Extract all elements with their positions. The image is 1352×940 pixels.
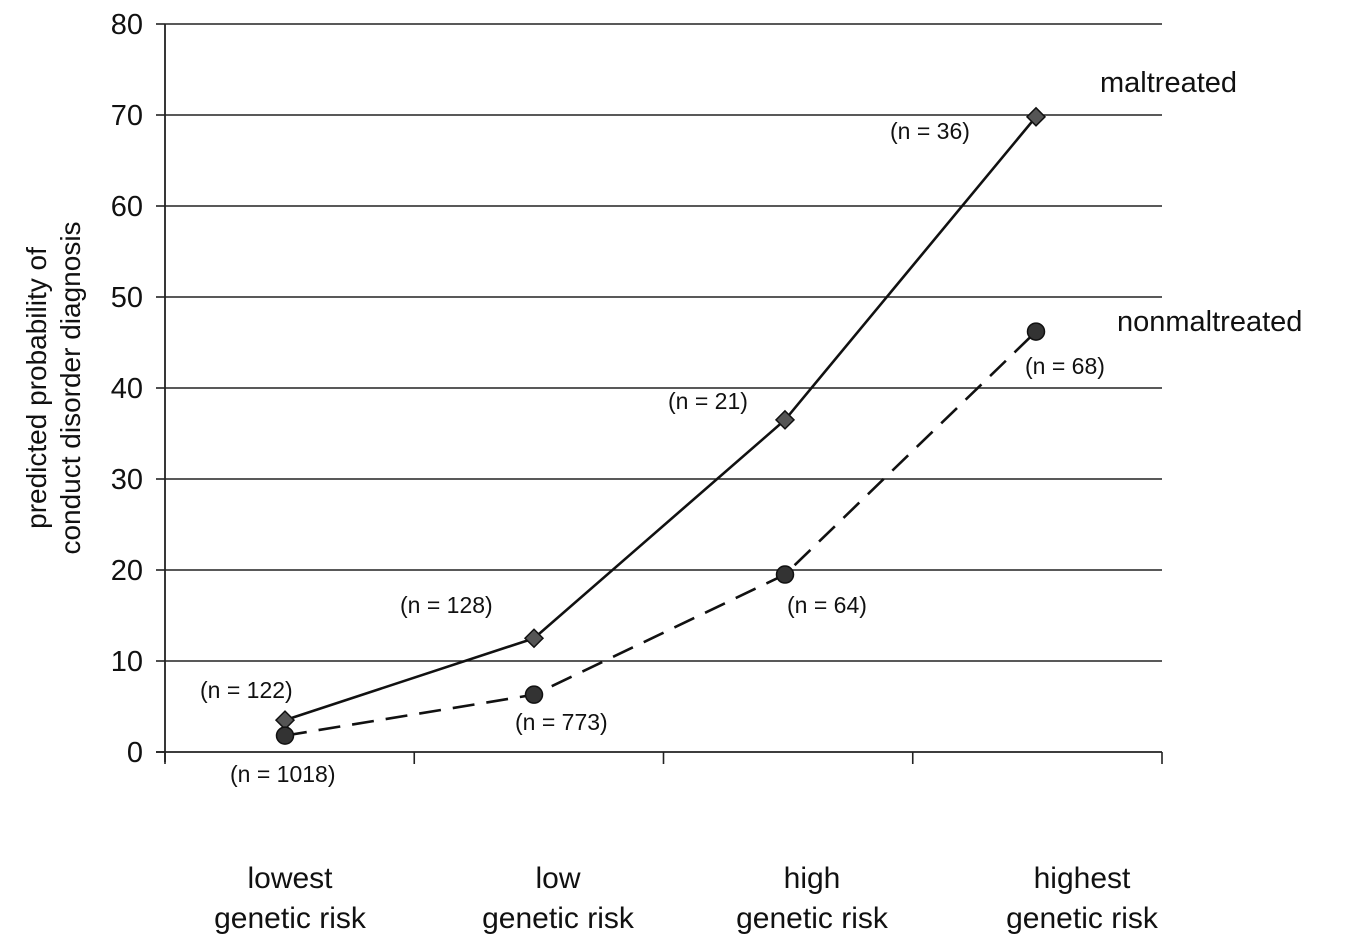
data-point-nonmaltreated: [524, 685, 544, 704]
count-annotation: (n = 36): [890, 118, 970, 144]
data-point-nonmaltreated: [775, 565, 795, 584]
y-tick-label: 10: [111, 646, 143, 678]
count-annotation: (n = 21): [668, 388, 748, 414]
series-label-maltreated: maltreated: [1100, 67, 1237, 99]
y-axis-title: predicted probability of conduct disorder…: [21, 221, 86, 554]
count-annotation: (n = 122): [200, 677, 293, 703]
gridlines: [165, 23, 1162, 662]
count-annotation: (n = 1018): [230, 761, 336, 787]
x-category-label: lowest genetic risk: [214, 862, 367, 935]
y-axis-label: predicted probability of conduct disorder…: [21, 221, 86, 554]
y-tick-label: 50: [111, 282, 143, 314]
y-tick-label: 40: [111, 373, 143, 405]
count-annotation: (n = 64): [787, 592, 867, 618]
x-category-label: low genetic risk: [482, 862, 635, 935]
x-category-label: high genetic risk: [736, 862, 889, 935]
count-annotation: (n = 68): [1025, 353, 1105, 379]
data-point-maltreated: [774, 409, 796, 430]
y-tick-label: 70: [111, 100, 143, 132]
series-label-nonmaltreated: nonmaltreated: [1117, 306, 1302, 338]
x-category-label: highest genetic risk: [1006, 862, 1159, 935]
series-labels: maltreated nonmaltreated: [1100, 67, 1302, 338]
y-tick-label: 80: [111, 9, 143, 41]
y-tick-label: 60: [111, 191, 143, 223]
x-category-labels: lowest genetic risk low genetic risk high gen…: [214, 862, 1159, 935]
count-annotations: (n = 122) (n = 128) (n = 21) (n = 36) (n = 1…: [200, 118, 1105, 787]
data-point-maltreated: [1025, 106, 1047, 127]
count-annotation: (n = 773): [515, 709, 608, 735]
data-point-nonmaltreated: [275, 726, 295, 745]
y-tick-labels: 0 10 20 30 40 50 60 70 80: [111, 9, 143, 769]
y-tick-label: 20: [111, 555, 143, 587]
y-tick-label: 0: [127, 737, 143, 769]
data-point-maltreated: [523, 628, 545, 649]
series-line-maltreated: [284, 115, 1038, 722]
series: [274, 106, 1047, 745]
data-point-nonmaltreated: [1026, 322, 1046, 341]
count-annotation: (n = 128): [400, 592, 493, 618]
axes: [156, 23, 1163, 764]
series-line-nonmaltreated: [284, 330, 1037, 737]
y-tick-label: 30: [111, 464, 143, 496]
